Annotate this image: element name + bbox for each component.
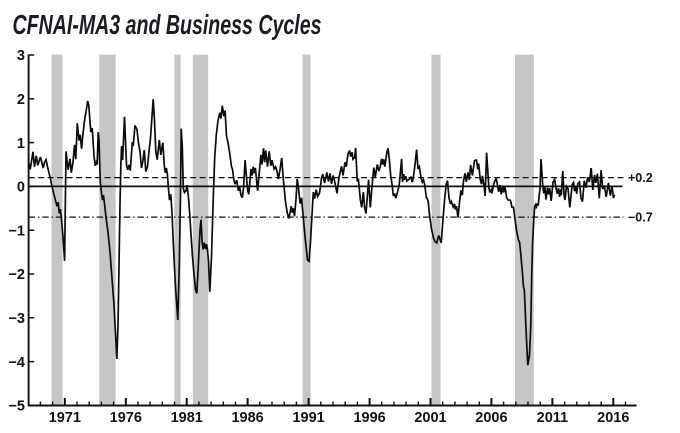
svg-text:−5: −5 [8, 399, 25, 415]
svg-text:2006: 2006 [475, 410, 507, 426]
svg-text:1971: 1971 [49, 410, 81, 426]
svg-text:2016: 2016 [597, 410, 629, 426]
svg-text:1996: 1996 [353, 410, 385, 426]
svg-text:1986: 1986 [231, 410, 263, 426]
svg-text:−3: −3 [8, 311, 25, 327]
svg-text:−0.7: −0.7 [628, 211, 653, 225]
svg-text:1: 1 [17, 136, 25, 152]
svg-text:3: 3 [17, 48, 25, 64]
svg-text:−1: −1 [8, 223, 25, 239]
svg-text:2: 2 [17, 92, 25, 108]
svg-text:0: 0 [17, 180, 25, 196]
svg-text:−2: −2 [8, 267, 25, 283]
svg-text:1981: 1981 [171, 410, 203, 426]
svg-text:2011: 2011 [537, 410, 568, 426]
svg-text:1991: 1991 [292, 410, 324, 426]
svg-text:−4: −4 [8, 355, 25, 371]
svg-text:1976: 1976 [110, 410, 142, 426]
svg-text:+0.2: +0.2 [628, 171, 653, 185]
svg-text:CFNAI-MA3 and Business Cycles: CFNAI-MA3 and Business Cycles [13, 9, 322, 40]
svg-text:2001: 2001 [414, 410, 446, 426]
